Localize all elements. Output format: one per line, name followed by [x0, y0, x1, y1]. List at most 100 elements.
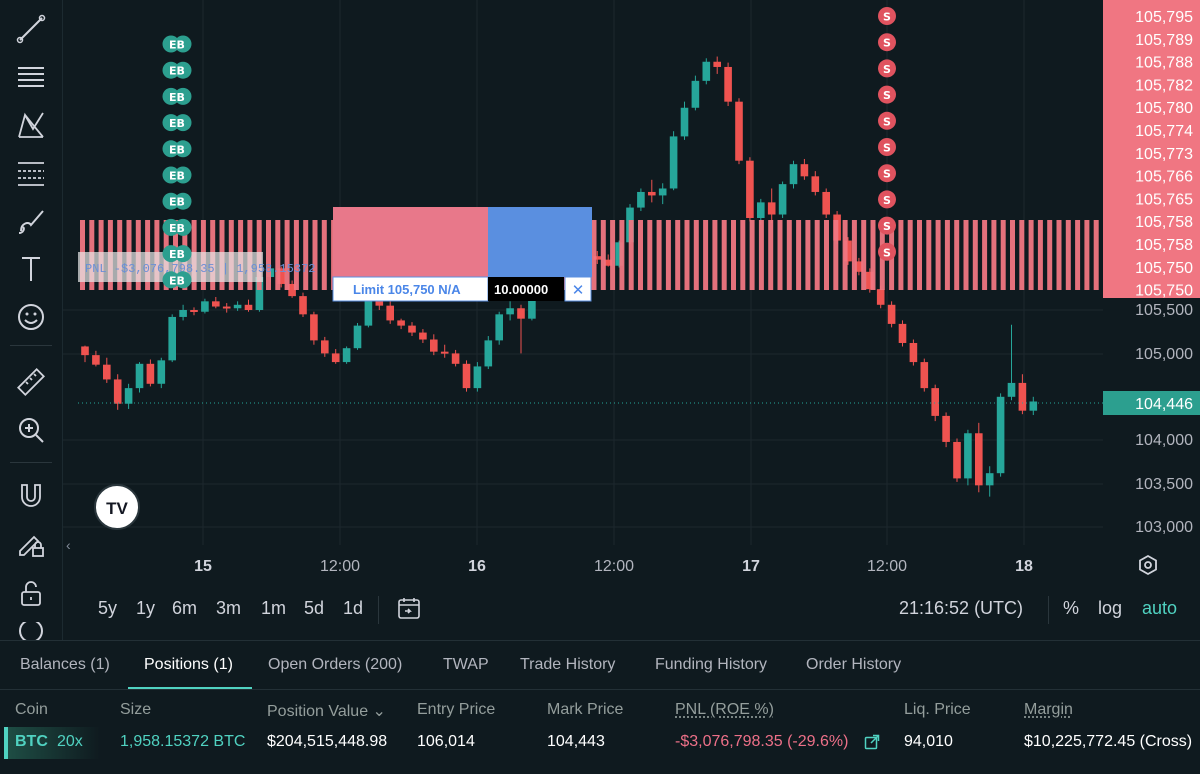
buy-marker-label: EB: [169, 65, 185, 78]
sell-marker-dot: [878, 138, 896, 156]
range-5d-button[interactable]: 5d: [304, 598, 325, 618]
candle: [506, 301, 514, 321]
buy-marker-dot: [162, 271, 180, 289]
log-scale-button[interactable]: log: [1098, 598, 1123, 618]
tab-balances[interactable]: Balances (1): [20, 656, 110, 673]
pattern-icon[interactable]: [14, 108, 48, 142]
price-axis-tick: 105,000: [1135, 346, 1193, 363]
price-chart[interactable]: PNL -$3,076,798.35 | 1,958.15372 EB EB EB E…: [63, 0, 1200, 640]
tab-twap[interactable]: TWAP: [443, 656, 489, 673]
candle-body: [909, 342, 918, 363]
tab-trade-history[interactable]: Trade History: [520, 656, 616, 673]
horizontal-lines-icon[interactable]: [14, 60, 48, 94]
candle: [942, 412, 950, 448]
auto-scale-button[interactable]: auto: [1142, 598, 1178, 618]
column-pnl[interactable]: PNL (ROE %): [675, 701, 774, 718]
sell-price-label: 105,765: [1135, 191, 1193, 208]
column-liq-price: Liq. Price: [904, 701, 971, 718]
sell-order-stripe: [1056, 220, 1062, 290]
candle-body: [735, 101, 743, 161]
percent-scale-button[interactable]: %: [1063, 598, 1080, 618]
fib-retracement-icon[interactable]: [14, 156, 48, 190]
tab-order-history[interactable]: Order History: [806, 656, 902, 673]
sell-order-stripe: [907, 220, 913, 290]
tab-open-orders[interactable]: Open Orders (200): [268, 656, 403, 673]
collapse-toolbar-chevron-icon[interactable]: ‹: [66, 537, 71, 553]
position-coin[interactable]: BTC: [15, 733, 48, 750]
utc-clock[interactable]: 21:16:52 (UTC): [899, 598, 1024, 618]
range-6m-button[interactable]: 6m: [172, 598, 198, 618]
candle-body: [942, 415, 950, 442]
candle-body: [1018, 382, 1027, 411]
candle-body: [920, 362, 929, 389]
tradingview-logo[interactable]: TV: [94, 484, 140, 530]
candle-body: [375, 299, 384, 306]
range-5y-button[interactable]: 5y: [98, 598, 118, 618]
range-1m-button[interactable]: 1m: [261, 598, 287, 618]
candle: [1029, 396, 1038, 416]
candle-body: [724, 66, 732, 102]
sell-price-label: 105,773: [1135, 146, 1193, 163]
candle-body: [201, 301, 209, 312]
candle-body: [179, 310, 187, 317]
sell-order-stripe: [731, 220, 736, 290]
range-1y-button[interactable]: 1y: [136, 598, 156, 618]
eye-icon[interactable]: [14, 622, 48, 640]
buy-marker-dot: [162, 166, 180, 184]
sell-order-stripe: [293, 220, 299, 290]
buy-marker-label: EB: [169, 222, 185, 235]
sell-price-label: 105,782: [1135, 77, 1193, 94]
chart-settings-icon[interactable]: [1139, 554, 1157, 576]
coin-cell[interactable]: [4, 727, 100, 759]
range-3m-button[interactable]: 3m: [216, 598, 242, 618]
sell-order-stripe: [1000, 220, 1006, 290]
buy-markers: EB EB EB EB EB EB EB EB EB EB: [162, 35, 192, 289]
candle-body: [604, 259, 612, 266]
candle-body: [397, 320, 405, 326]
candle-body: [92, 355, 100, 365]
time-axis-tick: 15: [194, 558, 212, 575]
tab-positions[interactable]: Positions (1): [144, 656, 233, 673]
candle: [593, 250, 602, 264]
sell-order-stripe: [284, 220, 290, 290]
range-1d-button[interactable]: 1d: [343, 598, 364, 618]
column-position-value[interactable]: Position Value ⌄: [267, 703, 386, 720]
sell-order-stripe: [851, 220, 857, 290]
brush-icon[interactable]: [14, 204, 48, 238]
zoom-in-icon[interactable]: [14, 413, 48, 447]
candle: [353, 323, 362, 350]
emoji-icon[interactable]: [14, 300, 48, 334]
magnet-icon[interactable]: [14, 478, 48, 512]
limit-order-widget[interactable]: Limit 105,750 N/A 10.00000 ✕: [332, 207, 592, 302]
candle-body: [822, 191, 830, 215]
candle: [898, 320, 907, 347]
candle: [397, 318, 405, 330]
share-pnl-icon[interactable]: [864, 734, 880, 750]
lock-drawing-icon[interactable]: [14, 526, 48, 560]
text-icon[interactable]: [14, 252, 48, 286]
candle-body: [517, 308, 525, 319]
candle: [637, 188, 645, 212]
chart-canvas[interactable]: PNL -$3,076,798.35 | 1,958.15372 EBEBEBE…: [63, 0, 1200, 590]
candle: [746, 157, 754, 222]
tab-funding-history[interactable]: Funding History: [655, 656, 768, 673]
buy-marker: EB: [162, 271, 192, 289]
sell-order-stripe: [591, 220, 597, 290]
candle: [135, 362, 144, 393]
unlock-icon[interactable]: [14, 576, 48, 610]
buy-marker: EB: [162, 114, 192, 132]
candle-body: [800, 164, 809, 177]
sell-order-stripe: [935, 220, 941, 290]
position-size: 1,958.15372 BTC: [120, 733, 246, 750]
sell-order-stripe: [656, 220, 662, 290]
order-cancel-button[interactable]: [564, 276, 592, 302]
date-range-icon[interactable]: [396, 596, 422, 622]
sell-marker-dot: [878, 190, 896, 209]
column-margin[interactable]: Margin: [1024, 701, 1073, 718]
trend-line-icon[interactable]: [14, 12, 48, 46]
buy-marker: EB: [162, 61, 192, 79]
close-icon[interactable]: ✕: [572, 281, 585, 299]
sell-order-stripe: [703, 220, 709, 290]
candle: [190, 307, 198, 316]
ruler-icon[interactable]: [14, 365, 48, 399]
